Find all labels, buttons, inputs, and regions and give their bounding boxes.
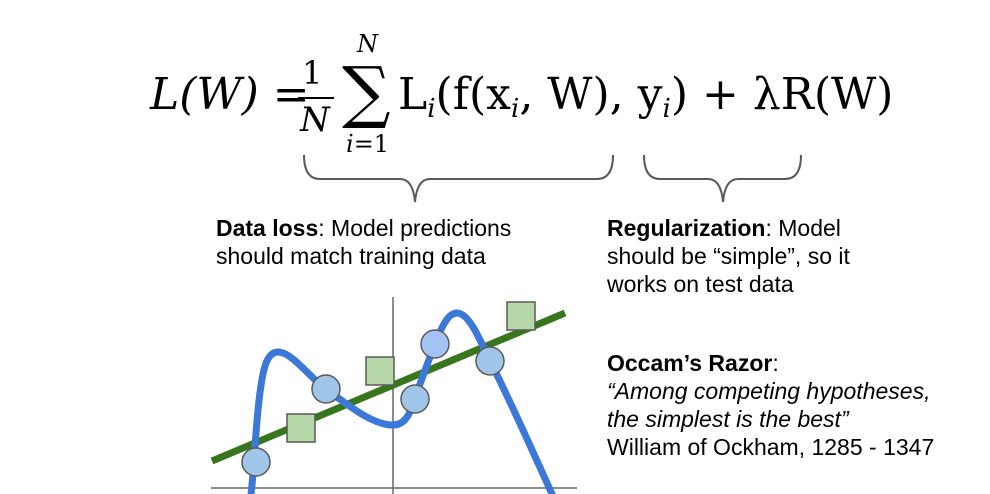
circle-point [420, 329, 450, 359]
occam-title: Occam’s Razor [607, 350, 773, 376]
simple-fit-line [210, 309, 567, 465]
data-loss-title: Data loss [216, 215, 319, 241]
square-point [506, 301, 536, 331]
equation-lhs-text: L(W) = [150, 69, 310, 120]
circle-point [475, 346, 505, 376]
sum-upper-limit: N [357, 30, 378, 58]
data-loss-text: : Model predictions [318, 215, 512, 241]
circle-point [311, 374, 341, 404]
occam-quote-line1: “Among competing hypotheses, [607, 378, 931, 404]
equation-rhs: Li(f(xi, W), yi) + λR(W) [398, 70, 893, 134]
square-point [286, 413, 316, 443]
regularization-caption: Regularization: Model should be “simple”… [607, 214, 850, 298]
regularization-text: : Model [765, 215, 841, 241]
loss-subscript: i [427, 94, 436, 124]
equation-lhs: L(W) = [150, 70, 310, 120]
model-term: (f(x [435, 69, 511, 120]
regularization-term: ) + λR(W) [670, 69, 894, 120]
x-subscript: i [510, 94, 520, 124]
data-loss-line2: should match training data [216, 243, 486, 269]
occam-razor-block: Occam’s Razor: “Among competing hypothes… [607, 349, 934, 461]
sum-symbol: ∑ [342, 53, 391, 132]
data-loss-brace [303, 154, 614, 203]
y-subscript: i [662, 94, 671, 124]
occam-colon: : [772, 350, 779, 376]
fraction-denominator: N [300, 100, 330, 140]
circle-point [241, 447, 271, 477]
square-point [365, 356, 395, 386]
circle-point [400, 384, 430, 414]
loss-term: L [398, 69, 428, 120]
sum-lower-limit: i=1 [346, 130, 389, 158]
sum-index: i [346, 130, 354, 158]
occam-quote-line2: the simplest is the best” [607, 406, 849, 432]
regularization-line2: should be “simple”, so it [607, 243, 850, 269]
regularization-brace [643, 154, 802, 203]
fraction-bar [298, 97, 334, 99]
regularization-line1: Regularization: Model [607, 214, 850, 242]
sum-start: =1 [353, 130, 390, 158]
occam-attribution: William of Ockham, 1285 - 1347 [607, 434, 935, 460]
weights-term: , W), y [519, 69, 663, 120]
data-loss-line1: Data loss: Model predictions [216, 214, 511, 242]
occam-title-line: Occam’s Razor: [607, 349, 934, 377]
regularization-line3: works on test data [607, 271, 794, 297]
data-loss-caption: Data loss: Model predictions should matc… [216, 214, 511, 270]
regularization-title: Regularization [607, 215, 766, 241]
fraction-numerator: 1 [302, 54, 323, 92]
